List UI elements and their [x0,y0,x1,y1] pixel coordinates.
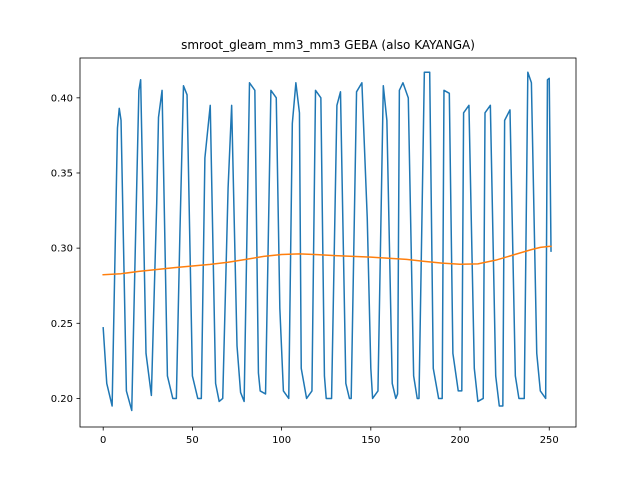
x-tick-label: 200 [450,435,469,446]
x-tick-label: 50 [186,435,199,446]
y-tick-label: 0.35 [51,168,73,179]
x-tick-label: 0 [100,435,106,446]
series-1-line [102,71,552,412]
y-tick-label: 0.25 [51,319,73,330]
y-axis: 0.20 0.25 0.30 0.35 0.40 [51,93,80,405]
x-tick-label: 250 [540,435,559,446]
x-tick-label: 100 [272,435,291,446]
y-tick-label: 0.20 [51,394,73,405]
series-2-line [102,245,552,276]
x-tick-label: 150 [361,435,380,446]
chart-title: smroot_gleam_mm3_mm3 GEBA (also KAYANGA) [181,38,475,52]
y-tick-label: 0.40 [51,93,73,104]
plot-lines [102,71,552,412]
y-tick-label: 0.30 [51,244,73,255]
axes-frame [79,57,577,428]
x-axis: 0 50 100 150 200 250 [100,427,559,446]
